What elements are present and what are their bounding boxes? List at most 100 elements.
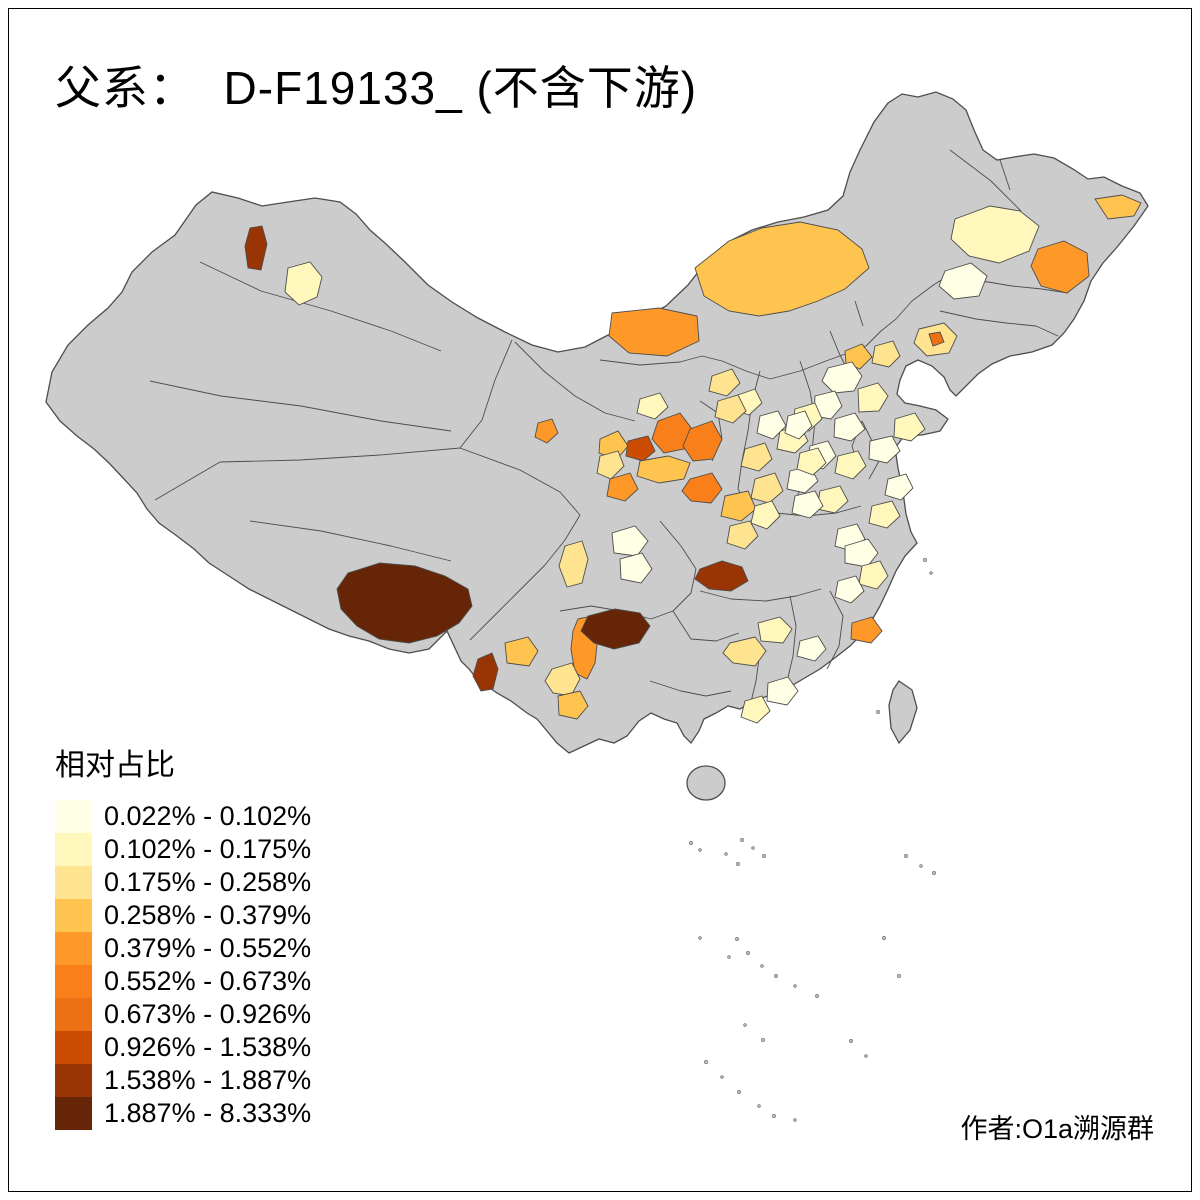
legend-label: 0.379% - 0.552% (104, 933, 312, 963)
legend-label: 0.926% - 1.538% (104, 1032, 312, 1062)
map-region (598, 430, 629, 460)
legend-swatch (55, 965, 92, 998)
legend-label: 1.887% - 8.333% (104, 1098, 312, 1128)
map-region (504, 636, 539, 667)
map-region (950, 205, 1040, 264)
colored-regions (244, 194, 1142, 724)
map-region (884, 473, 914, 501)
map-region (557, 690, 589, 720)
map-region (694, 560, 749, 592)
map-region (606, 472, 639, 502)
china-mainland-shape (45, 91, 1149, 754)
legend-label: 0.022% - 0.102% (104, 801, 312, 831)
taiwan-island (888, 680, 918, 745)
map-region (766, 676, 799, 706)
map-region (850, 616, 883, 644)
map-region (844, 538, 879, 568)
map-region (722, 636, 767, 667)
map-region (757, 616, 793, 644)
legend-swatch (55, 1064, 92, 1097)
map-region (625, 435, 656, 462)
map-region (636, 392, 669, 420)
map-region (714, 394, 747, 424)
map-region (871, 340, 901, 368)
page-title: 父系： D-F19133_ (不含下游) (55, 62, 698, 114)
legend-swatch (55, 833, 92, 866)
legend-swatch (55, 1031, 92, 1064)
map-region (681, 472, 723, 504)
map-region (284, 261, 323, 306)
map-region (938, 262, 988, 300)
map-region (636, 455, 691, 484)
map-region (791, 490, 824, 519)
map-region (694, 221, 870, 317)
map-region (580, 608, 651, 650)
legend-swatch (55, 899, 92, 932)
map-region (651, 412, 693, 454)
legend-row: 0.022% - 0.102% (55, 800, 311, 833)
map-region (796, 635, 827, 662)
map-region (833, 412, 866, 442)
map-region (336, 562, 473, 644)
map-region (928, 331, 945, 347)
map-region (784, 410, 813, 440)
legend-swatch (55, 866, 92, 899)
map-region (534, 418, 559, 444)
map-region (596, 450, 625, 480)
legend-label: 0.175% - 0.258% (104, 867, 312, 897)
map-region (750, 472, 784, 504)
legend-row: 0.258% - 0.379% (55, 899, 311, 932)
map-region (244, 225, 268, 271)
attribution-text: 作者:O1a溯源群 (960, 1114, 1154, 1144)
map-region (821, 361, 863, 394)
legend-swatch (55, 1097, 92, 1130)
hainan-island (686, 765, 726, 801)
legend-label: 0.673% - 0.926% (104, 999, 312, 1029)
map-region (1030, 240, 1090, 294)
map-region (756, 410, 787, 440)
legend-label: 1.538% - 1.887% (104, 1065, 312, 1095)
map-region (726, 520, 759, 550)
map-region (1094, 194, 1142, 220)
map-region (868, 435, 901, 464)
legend-label: 0.552% - 0.673% (104, 966, 312, 996)
legend-row: 1.538% - 1.887% (55, 1064, 311, 1097)
map-region (720, 490, 757, 522)
legend-label: 0.258% - 0.379% (104, 900, 312, 930)
map-region (796, 447, 827, 476)
map-region (608, 307, 700, 357)
legend-swatch (55, 800, 92, 833)
map-region (558, 540, 589, 588)
legend-row: 0.175% - 0.258% (55, 866, 311, 899)
legend-row: 0.379% - 0.552% (55, 932, 311, 965)
map-region (619, 552, 653, 584)
legend-row: 0.552% - 0.673% (55, 965, 311, 998)
map-region (858, 560, 889, 590)
map-region (708, 368, 741, 397)
legend-row: 0.926% - 1.538% (55, 1031, 311, 1064)
legend-swatch (55, 998, 92, 1031)
map-region (611, 525, 649, 557)
legend-title: 相对占比 (55, 749, 175, 782)
islands (686, 680, 918, 801)
sea-islets (689, 558, 936, 1122)
map-region (834, 450, 867, 480)
map-region (740, 695, 771, 724)
legend-label: 0.102% - 0.175% (104, 834, 312, 864)
map-region (893, 412, 926, 442)
legend: 相对占比 0.022% - 0.102% 0.102% - 0.175% 0.175… (55, 740, 311, 1130)
map-region (834, 575, 865, 604)
mainland (45, 91, 1149, 754)
map-region (740, 442, 773, 472)
legend-row: 0.673% - 0.926% (55, 998, 311, 1031)
legend-swatch (55, 932, 92, 965)
legend-entries: 0.022% - 0.102% 0.102% - 0.175% 0.175% - 0… (55, 800, 311, 1130)
legend-row: 0.102% - 0.175% (55, 833, 311, 866)
map-region (857, 382, 889, 413)
map-region (472, 652, 499, 692)
legend-row: 1.887% - 8.333% (55, 1097, 311, 1130)
map-region (750, 500, 781, 530)
map-region (682, 420, 723, 462)
map-region (868, 500, 901, 529)
